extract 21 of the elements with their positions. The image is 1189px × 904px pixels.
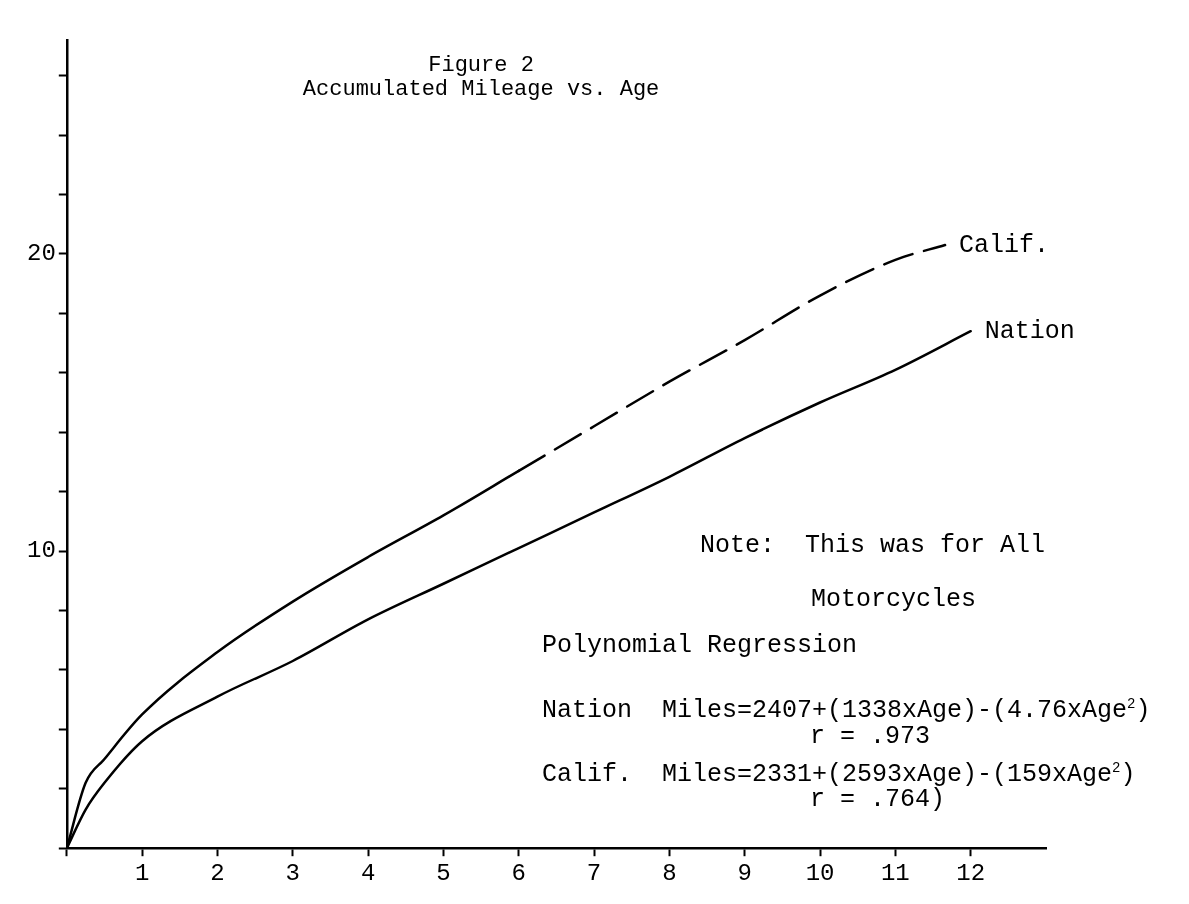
x-tick-label: 4 xyxy=(360,859,376,887)
series-label: Calif. xyxy=(959,230,1050,260)
x-tick-label: 6 xyxy=(511,859,526,887)
x-tick-label: 5 xyxy=(436,859,451,887)
x-tick-label: 2 xyxy=(210,859,225,887)
text: Accumulated Mileage vs. Age xyxy=(302,76,660,102)
annotation: Note: This was for All xyxy=(700,531,1046,561)
annotation: Polynomial Regression xyxy=(542,631,858,661)
x-tick-label: 11 xyxy=(880,859,910,887)
x-tick-label: 8 xyxy=(662,859,677,887)
series-label: Nation xyxy=(984,316,1075,346)
annotation: Motorcycles xyxy=(811,585,977,615)
x-tick-label: 1 xyxy=(134,859,150,887)
x-tick-label: 3 xyxy=(285,859,300,887)
x-tick-label: 9 xyxy=(737,859,752,887)
annotation: r = .764) xyxy=(810,785,946,815)
text: Figure 2 xyxy=(428,52,534,78)
x-tick-label: 7 xyxy=(586,859,602,887)
x-tick-label: 12 xyxy=(956,859,986,887)
x-tick-label: 10 xyxy=(805,859,835,887)
y-tick-label: 20 xyxy=(26,240,56,268)
